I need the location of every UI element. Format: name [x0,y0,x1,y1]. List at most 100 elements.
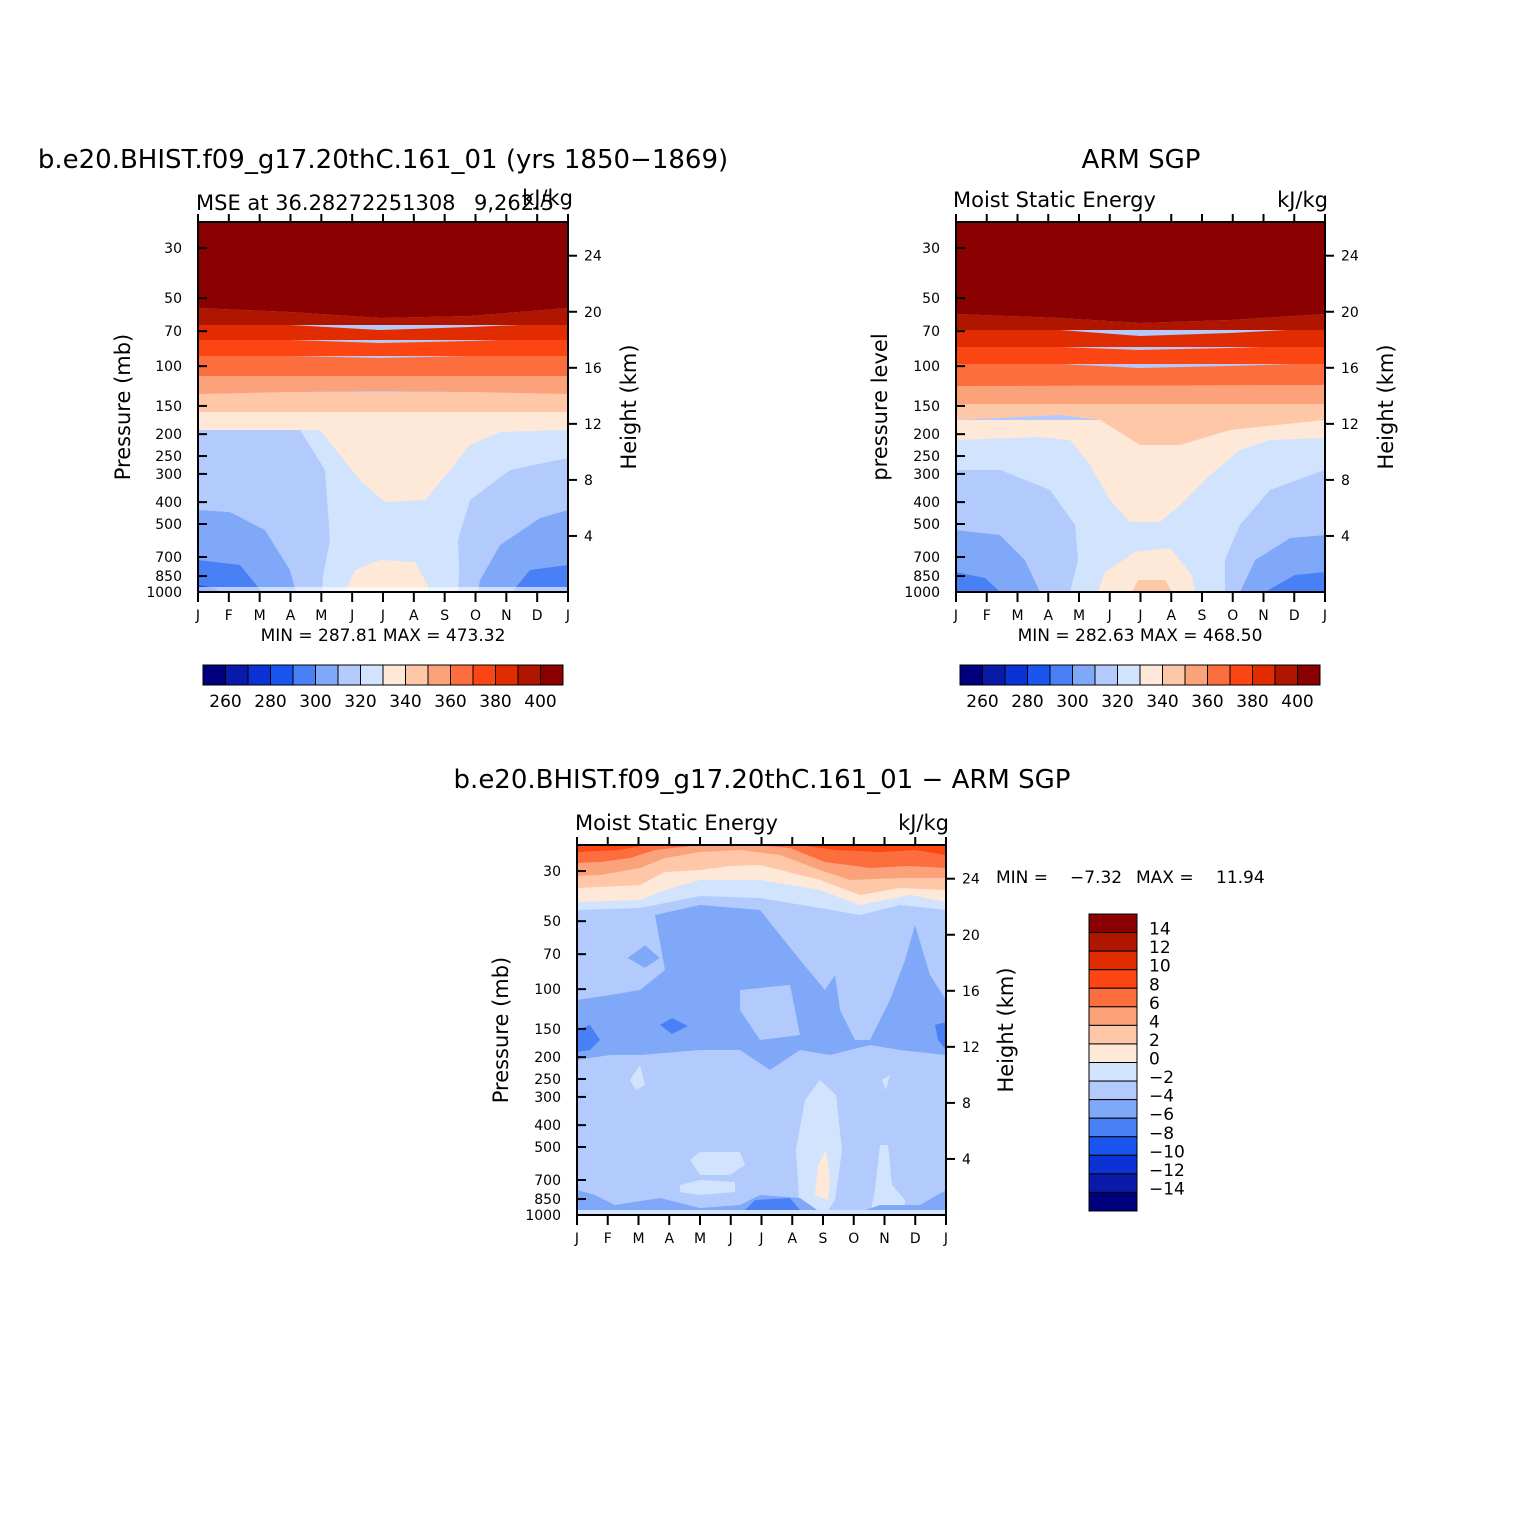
y-right-tick-label: 20 [584,305,602,321]
y-tick-label: 50 [922,291,940,307]
x-tick-label: S [1198,608,1207,624]
colorbar-label: 280 [254,692,286,712]
colorbar-swatch [427,664,451,686]
colorbar-swatch [1088,969,1138,989]
y-tick-label: 50 [543,914,561,930]
x-tick-label: F [983,608,991,624]
colorbar-swatch [1088,950,1138,971]
panel-obs-contours [956,222,1325,592]
contour-band [198,372,568,394]
x-tick-label: N [879,1231,889,1247]
contour-band [956,572,1000,592]
panel-diff-contours [577,845,946,1215]
panel-model-title: b.e20.BHIST.f09_g17.20thC.161_01 (yrs 18… [38,145,728,175]
x-tick-label: J [1322,608,1327,624]
panel-diff-stats-max: 11.94 [1216,868,1265,888]
panel-model-stats: MIN = 287.81 MAX = 473.32 [261,626,506,646]
colorbar-swatch [1207,664,1231,686]
colorbar-swatch [382,664,406,686]
colorbar-swatch [450,664,474,686]
colorbar-swatch [360,664,384,686]
contour-band [882,1075,890,1090]
y-tick-label: 70 [922,324,940,340]
colorbar-label: 2 [1149,1031,1160,1051]
colorbar-label: 6 [1149,994,1160,1014]
y-tick-label: 500 [913,517,940,533]
x-tick-label: J [565,608,570,624]
x-tick-label: N [1258,608,1268,624]
x-tick-label: J [1107,608,1112,624]
colorbar-label: 340 [389,692,421,712]
y-right-tick-label: 16 [1341,361,1359,377]
colorbar-swatch [1252,664,1276,686]
colorbar-swatch [1088,1191,1138,1212]
panel-model-contours [198,222,568,592]
colorbar-label: 300 [1056,692,1088,712]
x-tick-label: F [225,608,233,624]
contour-band [815,1150,830,1200]
colorbar-label: 260 [209,692,241,712]
contour-band [198,323,568,340]
colorbar-swatch [1274,664,1298,686]
panel-obs-title: ARM SGP [1082,145,1201,175]
contour-band [630,1065,645,1090]
x-tick-label: M [1073,608,1085,624]
contour-band [512,565,568,592]
x-tick-label: A [664,1231,674,1247]
colorbar-label: 260 [966,692,998,712]
x-tick-label: A [1043,608,1053,624]
panel-diff-stats-max-label: MAX = [1136,868,1194,888]
colorbar-swatch [315,664,339,686]
y-right-tick-label: 4 [962,1152,971,1168]
x-tick-label: O [1227,608,1238,624]
colorbar-swatch [292,664,316,686]
y-right-tick-label: 20 [962,928,980,944]
y-tick-label: 150 [155,399,182,415]
x-tick-label: J [758,1231,763,1247]
colorbar-label: 360 [1191,692,1223,712]
contour-band [956,470,1078,592]
y-right-tick-label: 24 [962,872,980,888]
colorbar-swatch [1088,1024,1138,1045]
colorbar-label: 320 [1101,692,1133,712]
contour-band [956,345,1325,364]
y-tick-label: 700 [155,550,182,566]
contour-band [198,430,568,592]
y-tick-label: 500 [155,517,182,533]
y-tick-label: 850 [534,1192,561,1208]
contour-band [956,314,1325,330]
panel-diff: b.e20.BHIST.f09_g17.20thC.161_01 − ARM S… [454,765,1265,1247]
colorbar-label: 380 [479,692,511,712]
x-tick-label: J [943,1231,948,1247]
panel-obs-stats: MIN = 282.63 MAX = 468.50 [1018,626,1263,646]
y-tick-label: 300 [155,467,182,483]
contour-band [198,222,568,318]
contour-band [956,222,1325,323]
y-tick-label: 400 [913,495,940,511]
y-tick-label: 400 [155,495,182,511]
x-tick-label: O [470,608,481,624]
contour-band [956,384,1325,404]
y-right-tick-label: 24 [584,249,602,265]
colorbar-swatch [1094,664,1118,686]
contour-band [956,420,1325,522]
contour-band [740,985,800,1040]
colorbar-swatch [1088,1006,1138,1026]
y-tick-label: 200 [913,427,940,443]
colorbar-swatch [1072,664,1096,686]
y-tick-label: 1000 [146,585,182,601]
panel-model: b.e20.BHIST.f09_g17.20thC.161_01 (yrs 18… [38,145,728,712]
panel-model-subtitle-overlap: 9,262.5 [474,191,554,215]
contour-band [680,1180,735,1195]
y-right-tick-label: 20 [1341,305,1359,321]
panel-diff-ylabel-right: Height (km) [994,967,1018,1092]
colorbar-label: 280 [1011,692,1043,712]
colorbar-label: 10 [1149,957,1171,977]
panel-diff-subtitle-right: kJ/kg [898,811,949,835]
colorbar-swatch [1088,932,1138,952]
colorbar-label: −2 [1149,1068,1174,1088]
colorbar-swatch [1004,664,1028,686]
x-tick-label: M [254,608,266,624]
